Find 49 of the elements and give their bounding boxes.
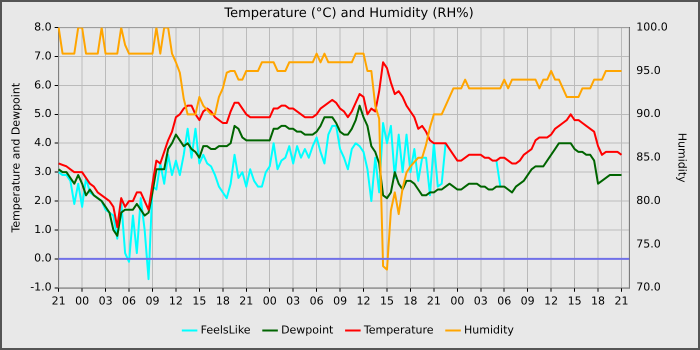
y2-tick-label: 70.0 — [636, 280, 661, 294]
y-tick-label: 6.0 — [34, 78, 52, 92]
y-tick-label: 0.0 — [34, 252, 52, 265]
x-tick-label: 21 — [239, 294, 254, 308]
x-tick-label: 15 — [568, 294, 582, 308]
x-tick-label: 18 — [591, 294, 606, 308]
y2-tick-label: 90.0 — [636, 107, 661, 120]
y-tick-label: 3.0 — [34, 165, 52, 178]
y-tick-label: 8.0 — [34, 20, 52, 34]
y-tick-label: 4.0 — [34, 136, 52, 150]
x-tick-label: 00 — [75, 294, 90, 308]
x-tick-label: 21 — [614, 294, 628, 308]
y-tick-label: -1.0 — [30, 280, 52, 294]
x-tick-label: 06 — [122, 294, 136, 308]
x-tick-label: 09 — [145, 294, 160, 308]
x-tick-label: 18 — [216, 294, 230, 308]
x-tick-label: 00 — [450, 294, 464, 308]
chart-title: Temperature (°C) and Humidity (RH%) — [223, 6, 474, 22]
y2-tick-label: 95.0 — [636, 64, 661, 77]
legend-label: FeelsLike — [200, 323, 251, 336]
y-axis-title: Temperature and Dewpoint — [9, 82, 22, 234]
x-tick-label: 15 — [380, 294, 394, 308]
y2-axis-title: Humidity — [676, 132, 689, 184]
y-tick-label: 7.0 — [34, 49, 52, 62]
legend-label: Humidity — [464, 323, 514, 336]
x-tick-label: 03 — [286, 294, 300, 308]
x-tick-label: 21 — [52, 294, 66, 308]
x-tick-label: 00 — [262, 294, 277, 308]
x-tick-label: 21 — [426, 294, 441, 308]
y-tick-label: 5.0 — [34, 107, 52, 120]
y-tick-label: 1.0 — [34, 222, 52, 236]
x-tick-label: 09 — [520, 294, 535, 308]
x-tick-label: 12 — [356, 294, 371, 308]
y2-tick-label: 75.0 — [636, 237, 661, 250]
x-tick-label: 15 — [192, 294, 206, 308]
x-tick-label: 18 — [403, 294, 418, 308]
y2-tick-label: 100.0 — [636, 20, 668, 34]
legend-label: Temperature — [362, 323, 434, 336]
x-tick-label: 06 — [310, 294, 324, 308]
legend-label: Dewpoint — [281, 323, 334, 336]
y-tick-label: 2.0 — [34, 194, 52, 207]
x-tick-label: 03 — [474, 294, 488, 308]
x-tick-label: 09 — [333, 294, 348, 308]
x-tick-label: 12 — [168, 294, 183, 308]
y2-tick-label: 85.0 — [636, 150, 661, 164]
x-tick-label: 06 — [497, 294, 512, 308]
x-tick-label: 12 — [544, 294, 558, 308]
y2-tick-label: 80.0 — [636, 194, 661, 207]
x-tick-label: 03 — [98, 294, 113, 308]
